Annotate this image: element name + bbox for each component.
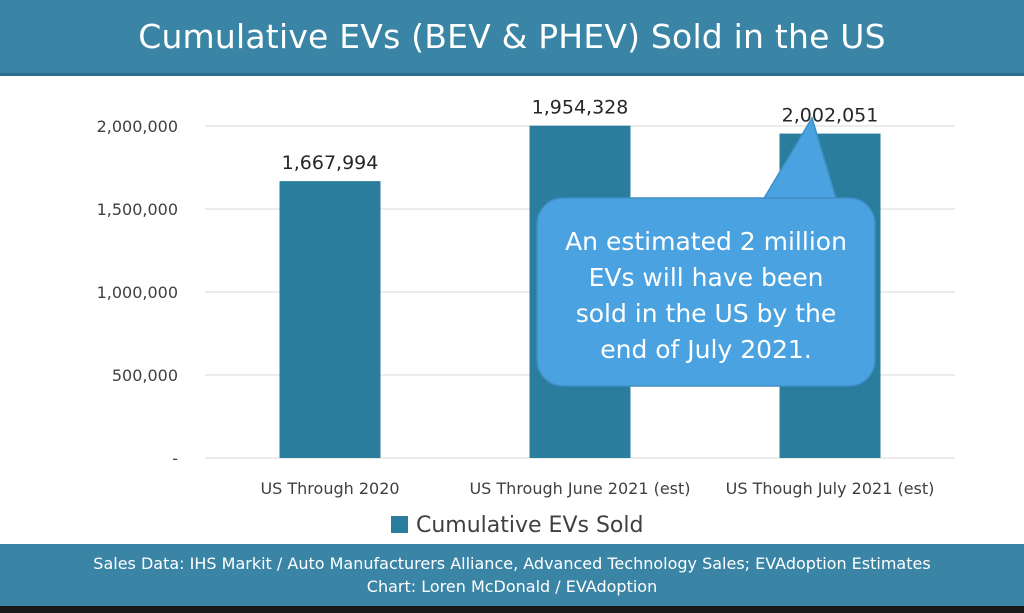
x-tick-label: US Through June 2021 (est) [469, 479, 690, 498]
data-label: 1,667,994 [282, 152, 379, 174]
y-tick-label: 2,000,000 [97, 117, 178, 136]
bar [279, 181, 381, 459]
bottom-strip [0, 606, 1024, 613]
credit-line: Chart: Loren McDonald / EVAdoption [366, 577, 658, 596]
callout: An estimated 2 million EVs will have been… [536, 116, 876, 387]
callout-box [536, 197, 876, 387]
callout-joint [752, 199, 844, 209]
y-tick-label: 500,000 [112, 366, 178, 385]
x-tick-label: US Through 2020 [260, 479, 399, 498]
chart-title: Cumulative EVs (BEV & PHEV) Sold in the … [138, 17, 886, 56]
legend-swatch [391, 516, 408, 533]
callout-text-line: sold in the US by the [576, 299, 837, 328]
callout-text-line: EVs will have been [589, 263, 824, 292]
y-tick-label: 1,500,000 [97, 200, 178, 219]
x-axis-labels: US Through 2020 US Through June 2021 (est… [260, 479, 934, 498]
x-tick-label: US Though July 2021 (est) [726, 479, 935, 498]
y-axis-ticks: - 500,000 1,000,000 1,500,000 2,000,000 [97, 117, 178, 468]
data-labels: 1,667,994 1,954,328 2,002,051 [282, 97, 879, 174]
callout-text-line: An estimated 2 million [565, 227, 847, 256]
data-label: 2,002,051 [782, 105, 879, 127]
title-bar: Cumulative EVs (BEV & PHEV) Sold in the … [0, 0, 1024, 76]
data-label: 1,954,328 [532, 97, 629, 119]
legend: Cumulative EVs Sold [391, 513, 643, 538]
legend-label: Cumulative EVs Sold [416, 513, 643, 538]
callout-text-line: end of July 2021. [600, 335, 812, 364]
source-footer: Sales Data: IHS Markit / Auto Manufactur… [0, 544, 1024, 606]
y-tick-label: - [172, 449, 178, 468]
source-line: Sales Data: IHS Markit / Auto Manufactur… [93, 554, 931, 573]
y-tick-label: 1,000,000 [97, 283, 178, 302]
